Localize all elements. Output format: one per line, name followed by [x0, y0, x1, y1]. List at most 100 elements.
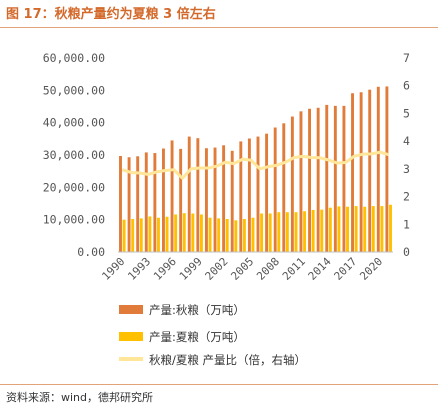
y-right-tick-label: 3 [403, 162, 410, 176]
bar-autumn-1990 [119, 155, 122, 252]
bar-autumn-1993 [144, 152, 148, 252]
x-tick-label: 2011 [280, 255, 308, 283]
bar-summer-2014 [328, 207, 332, 252]
y-axis-right: 0 1 2 3 4 5 6 7 [403, 51, 410, 259]
bar-autumn-1998 [187, 136, 191, 252]
bar-autumn-2015 [333, 105, 337, 252]
chart-title: 图 17：秋粮产量约为夏粮 3 倍左右 [6, 7, 216, 22]
y-right-tick-label: 0 [403, 245, 410, 259]
legend-swatch-autumn [119, 305, 143, 314]
x-axis: 1990199319961999200220052008201120142017… [99, 251, 393, 283]
x-tick-label: 2017 [332, 255, 360, 283]
bar-summer-2017 [354, 206, 358, 252]
y-left-tick-label: 60,000.00 [43, 51, 105, 65]
bar-autumn-1995 [162, 148, 165, 252]
y-left-tick-label: 30,000.00 [43, 148, 105, 162]
y-left-tick-label: 10,000.00 [43, 213, 105, 227]
bar-autumn-2005 [247, 138, 251, 252]
bar-summer-2015 [337, 206, 341, 252]
bar-summer-2020 [380, 206, 384, 252]
source-note: 资料来源：wind，德邦研究所 [6, 391, 154, 404]
bar-autumn-2012 [308, 108, 312, 252]
y-left-tick-label: 0.00 [77, 245, 105, 259]
bar-summer-2008 [277, 212, 281, 252]
bar-autumn-1992 [136, 156, 140, 252]
bar-summer-2019 [371, 206, 375, 252]
bar-autumn-1996 [170, 140, 174, 252]
bar-summer-2007 [268, 213, 272, 252]
bar-autumn-2010 [290, 116, 294, 252]
bar-autumn-2000 [204, 148, 208, 252]
x-tick-label: 1996 [151, 255, 179, 283]
y-left-tick-label: 20,000.00 [43, 180, 105, 194]
bar-autumn-2009 [282, 123, 286, 253]
bar-autumn-2014 [325, 104, 329, 252]
bar-autumn-2011 [299, 111, 303, 252]
legend: 产量:秋粮（万吨） 产量:夏粮（万吨） 秋粮/夏粮 产量比（倍，右轴） [119, 303, 306, 367]
bar-series [119, 86, 392, 253]
bar-summer-1992 [139, 218, 143, 252]
bar-summer-1990 [122, 219, 126, 252]
bar-summer-2004 [242, 219, 246, 252]
bar-autumn-1997 [179, 148, 183, 252]
legend-label-summer: 产量:夏粮（万吨） [149, 330, 245, 344]
y-right-tick-label: 1 [403, 217, 410, 231]
bar-summer-1999 [199, 214, 203, 252]
bar-summer-1997 [182, 213, 186, 252]
bar-autumn-2008 [273, 127, 277, 252]
bar-autumn-2007 [265, 133, 269, 252]
source-divider [0, 384, 438, 385]
bar-autumn-2016 [342, 105, 346, 252]
bar-summer-2009 [285, 212, 289, 252]
bar-summer-2016 [346, 206, 349, 252]
x-tick-label: 2014 [306, 255, 334, 283]
bar-summer-2010 [294, 212, 298, 252]
y-left-tick-label: 40,000.00 [43, 116, 105, 130]
bar-summer-2018 [363, 206, 367, 252]
y-right-tick-label: 2 [403, 190, 410, 204]
bar-autumn-2018 [359, 92, 363, 252]
bar-summer-2013 [320, 209, 324, 252]
bar-autumn-2003 [230, 150, 234, 252]
x-tick-label: 2005 [228, 255, 256, 283]
x-tick-label: 2020 [357, 255, 385, 283]
bar-summer-2000 [208, 217, 212, 252]
bar-autumn-2019 [368, 89, 372, 252]
bar-autumn-2004 [239, 141, 243, 252]
bar-autumn-2021 [385, 86, 389, 252]
x-tick-label: 1993 [125, 255, 153, 283]
bar-summer-2006 [260, 213, 264, 252]
y-right-tick-label: 7 [403, 51, 410, 65]
bar-autumn-2017 [351, 93, 354, 252]
x-tick-label: 2002 [203, 255, 231, 283]
bar-autumn-2001 [213, 147, 217, 252]
bar-summer-2011 [303, 211, 307, 252]
bar-summer-2001 [217, 218, 221, 252]
y-axis-left: 0.00 10,000.00 20,000.00 30,000.00 40,000.00… [43, 51, 105, 259]
bar-summer-2003 [234, 220, 238, 252]
bar-summer-1993 [148, 216, 152, 252]
legend-label-ratio: 秋粮/夏粮 产量比（倍，右轴） [149, 353, 306, 367]
y-right-tick-label: 4 [403, 134, 410, 148]
bar-summer-2021 [389, 204, 392, 252]
ratio-line [121, 150, 390, 180]
ratio-line-series [121, 150, 390, 180]
bar-summer-1998 [191, 213, 195, 252]
bar-summer-2005 [251, 217, 255, 252]
chart: 0.00 10,000.00 20,000.00 30,000.00 40,000.00… [43, 51, 410, 367]
legend-swatch-summer [119, 332, 143, 341]
bar-summer-1996 [174, 214, 178, 252]
y-right-tick-label: 5 [403, 106, 410, 120]
y-left-tick-label: 50,000.00 [43, 83, 105, 97]
bar-summer-1991 [131, 219, 135, 252]
bar-autumn-2020 [376, 86, 380, 252]
x-tick-label: 1999 [177, 255, 205, 283]
bar-autumn-2002 [222, 145, 226, 252]
bar-autumn-2013 [316, 107, 320, 252]
legend-label-autumn: 产量:秋粮（万吨） [149, 303, 245, 317]
bar-autumn-1991 [127, 157, 131, 252]
bar-summer-1994 [157, 217, 160, 252]
bar-autumn-2006 [256, 136, 260, 252]
title-divider [0, 27, 438, 28]
x-tick-label: 1990 [99, 255, 127, 283]
